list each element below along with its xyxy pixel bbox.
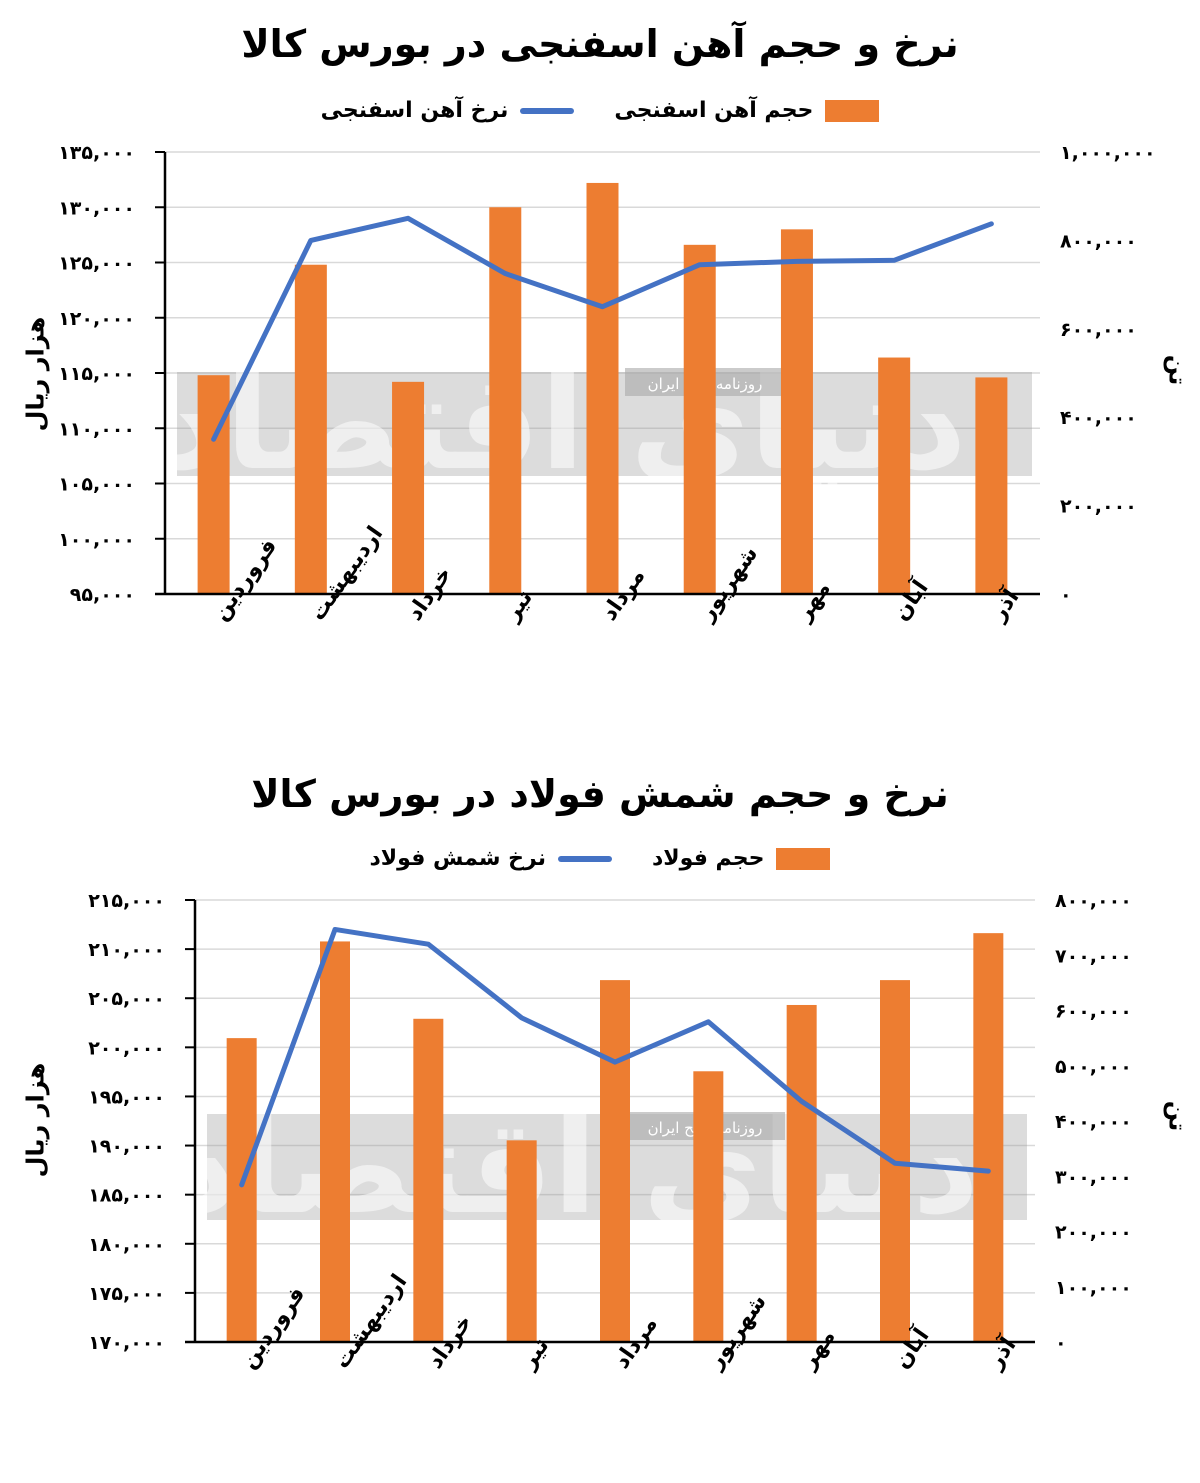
bar-volume xyxy=(586,182,619,594)
left-tick-label: ۱۲۰,۰۰۰ xyxy=(58,308,135,330)
legend-item-line: نرخ آهن اسفنجی xyxy=(321,98,575,123)
right-tick-label: ۸۰۰,۰۰۰ xyxy=(1060,230,1137,252)
left-tick-label: ۱۰۰,۰۰۰ xyxy=(58,529,135,551)
right-tick-label: ۳۰۰,۰۰۰ xyxy=(1055,1166,1132,1188)
legend-label-line: نرخ آهن اسفنجی xyxy=(320,98,509,123)
right-tick-label: ۰ xyxy=(1055,1332,1067,1354)
legend-bar-swatch xyxy=(825,99,880,122)
left-tick-label: ۱۳۵,۰۰۰ xyxy=(58,142,135,164)
right-tick-label: ۲۰۰,۰۰۰ xyxy=(1060,496,1137,518)
left-tick-label: ۲۰۰,۰۰۰ xyxy=(88,1037,165,1059)
bar-volume xyxy=(975,377,1008,594)
chart-panel-steel-billet: نرخ و حجم شمش فولاد در بورس کالا نرخ شمش… xyxy=(0,750,1200,1483)
bar-volume xyxy=(786,1004,817,1342)
right-tick-label: ۶۰۰,۰۰۰ xyxy=(1055,1001,1132,1023)
bar-volume xyxy=(506,1140,537,1342)
right-tick-label: ۱۰۰,۰۰۰ xyxy=(1055,1277,1132,1299)
chart-title: نرخ و حجم آهن اسفنجی در بورس کالا xyxy=(241,22,959,66)
left-tick-label: ۱۸۰,۰۰۰ xyxy=(88,1234,165,1256)
left-tick-label: ۱۲۵,۰۰۰ xyxy=(58,253,135,275)
right-tick-label: ۸۰۰,۰۰۰ xyxy=(1055,890,1132,912)
bar-volume xyxy=(973,933,1004,1342)
legend-line-swatch xyxy=(520,107,575,114)
chart-plot-sponge-iron: ۹۵,۰۰۰ ۱۰۰,۰۰۰ ۱۰۵,۰۰۰ ۱۱۰,۰۰۰ ۱۱۵,۰۰۰ ۱۲۰,۰۰… xyxy=(58,142,1156,626)
left-tick-label: ۱۱۵,۰۰۰ xyxy=(58,363,135,385)
right-tick-label: ۴۰۰,۰۰۰ xyxy=(1060,407,1137,429)
chart-panel-sponge-iron: نرخ و حجم آهن اسفنجی در بورس کالا نرخ آه… xyxy=(0,0,1200,740)
left-tick-label: ۹۵,۰۰۰ xyxy=(70,584,135,606)
left-tick-label: ۱۷۵,۰۰۰ xyxy=(88,1283,165,1305)
watermark-brand: دنیای اقتصاد xyxy=(171,1091,979,1243)
chart-legend: نرخ آهن اسفنجی حجم آهن اسفنجی xyxy=(0,98,1200,123)
right-tick-label: ۷۰۰,۰۰۰ xyxy=(1055,945,1132,967)
watermark-brand: دنیای اقتصاد xyxy=(158,347,966,499)
legend-label-line: نرخ شمش فولاد xyxy=(369,846,546,871)
legend-item-line: نرخ شمش فولاد xyxy=(370,846,612,871)
chart-plot-steel-billet: ۱۷۰,۰۰۰ ۱۷۵,۰۰۰ ۱۸۰,۰۰۰ ۱۸۵,۰۰۰ ۱۹۰,۰۰۰ ۱۹۵,۰… xyxy=(88,890,1132,1374)
right-tick-label: ۱,۰۰۰,۰۰۰ xyxy=(1060,142,1156,164)
chart-legend: نرخ شمش فولاد حجم فولاد xyxy=(0,846,1200,871)
left-tick-label: ۱۱۰,۰۰۰ xyxy=(58,418,135,440)
bar-volume xyxy=(197,375,230,594)
legend-bar-swatch xyxy=(776,847,831,870)
bar-volume xyxy=(392,381,425,594)
legend-item-bar: حجم آهن اسفنجی xyxy=(614,98,880,123)
legend-label-bar: حجم آهن اسفنجی xyxy=(614,98,814,123)
left-tick-label: ۱۹۵,۰۰۰ xyxy=(88,1086,165,1108)
legend-line-swatch xyxy=(557,855,612,862)
left-tick-label: ۱۸۵,۰۰۰ xyxy=(88,1185,165,1207)
left-tick-label: ۱۹۰,۰۰۰ xyxy=(88,1136,165,1158)
left-tick-label: ۱۳۰,۰۰۰ xyxy=(58,197,135,219)
bar-volume xyxy=(226,1038,257,1342)
left-tick-label: ۱۷۰,۰۰۰ xyxy=(88,1332,165,1354)
right-tick-label: ۰ xyxy=(1060,584,1072,606)
left-tick-label: ۲۱۵,۰۰۰ xyxy=(88,890,165,912)
bar-volume xyxy=(683,244,716,594)
right-tick-label: ۵۰۰,۰۰۰ xyxy=(1055,1056,1132,1078)
right-tick-label: ۴۰۰,۰۰۰ xyxy=(1055,1111,1132,1133)
bar-volume xyxy=(294,264,327,594)
bar-volume xyxy=(693,1071,724,1342)
legend-item-bar: حجم فولاد xyxy=(652,846,831,871)
bar-volume xyxy=(320,941,350,1342)
left-tick-label: ۲۰۵,۰۰۰ xyxy=(88,988,165,1010)
right-tick-label: ۶۰۰,۰۰۰ xyxy=(1060,319,1137,341)
right-tick-label: ۲۰۰,۰۰۰ xyxy=(1055,1222,1132,1244)
bar-volume xyxy=(780,229,813,594)
legend-label-bar: حجم فولاد xyxy=(651,846,765,871)
left-tick-label: ۱۰۵,۰۰۰ xyxy=(58,474,135,496)
bar-volume xyxy=(878,357,911,594)
bar-volume xyxy=(600,980,630,1342)
left-tick-label: ۲۱۰,۰۰۰ xyxy=(88,939,165,961)
bar-volume xyxy=(413,1018,444,1342)
chart-title: نرخ و حجم شمش فولاد در بورس کالا xyxy=(251,772,949,816)
